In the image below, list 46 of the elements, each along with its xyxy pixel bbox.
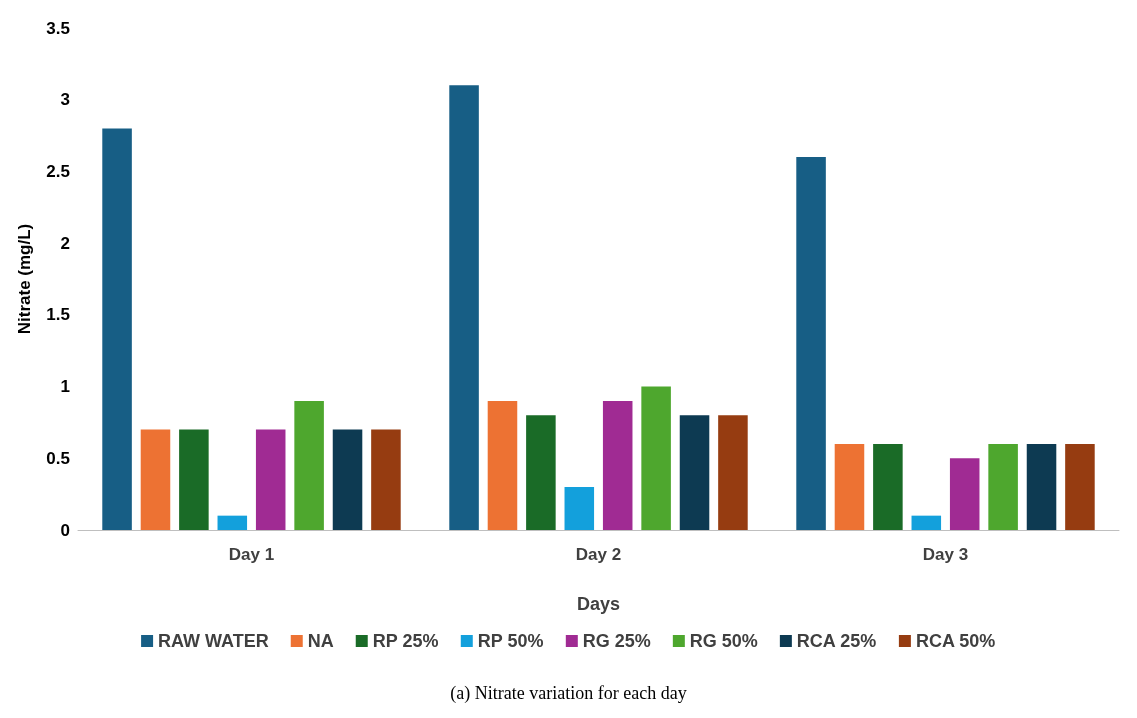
y-tick-label: 2 — [60, 233, 70, 253]
x-tick-label: Day 3 — [922, 545, 969, 564]
bar — [564, 486, 595, 530]
bar — [371, 429, 401, 530]
text: (a) Nitrate variation for each day — [450, 683, 687, 704]
y-tick-label: 2.5 — [46, 161, 70, 181]
y-tick-label: 1 — [60, 377, 70, 397]
x-axis-title: Days — [576, 594, 621, 614]
bar — [140, 429, 171, 530]
bar — [255, 429, 286, 530]
y-tick-label: 0 — [60, 520, 70, 540]
legend-label: RCA 25% — [796, 631, 877, 651]
bar — [1065, 443, 1095, 530]
bar — [988, 443, 1018, 530]
bar — [796, 157, 826, 530]
legend-label: RP 25% — [372, 631, 439, 651]
x-tick-label: Day 1 — [228, 545, 275, 564]
bar — [949, 458, 980, 530]
legend-label: NA — [307, 631, 334, 651]
bar — [641, 386, 671, 530]
bar — [834, 443, 865, 530]
bar — [217, 515, 248, 530]
y-tick-label: 3 — [60, 90, 70, 110]
bar — [873, 443, 903, 530]
legend-label: RCA 50% — [915, 631, 996, 651]
bar — [526, 415, 556, 530]
y-tick-label: 3.5 — [46, 18, 70, 38]
bar — [449, 85, 479, 530]
bar — [294, 400, 324, 530]
legend-label: RP 50% — [477, 631, 544, 651]
bar — [679, 415, 710, 530]
legend-label: RAW WATER — [158, 631, 269, 651]
bar — [179, 429, 209, 530]
x-tick-label: Day 2 — [575, 545, 622, 564]
bar — [718, 415, 748, 530]
legend-label: RG 25% — [582, 631, 651, 651]
bar — [102, 128, 132, 530]
y-axis-title: Nitrate (mg/L) — [15, 223, 34, 335]
bar — [911, 515, 942, 530]
bar — [487, 400, 518, 530]
bar — [332, 429, 363, 530]
bar — [602, 400, 633, 530]
bar — [1026, 443, 1057, 530]
y-tick-label: 0.5 — [46, 448, 70, 468]
legend-label: RG 50% — [689, 631, 758, 651]
y-tick-label: 1.5 — [46, 305, 70, 325]
